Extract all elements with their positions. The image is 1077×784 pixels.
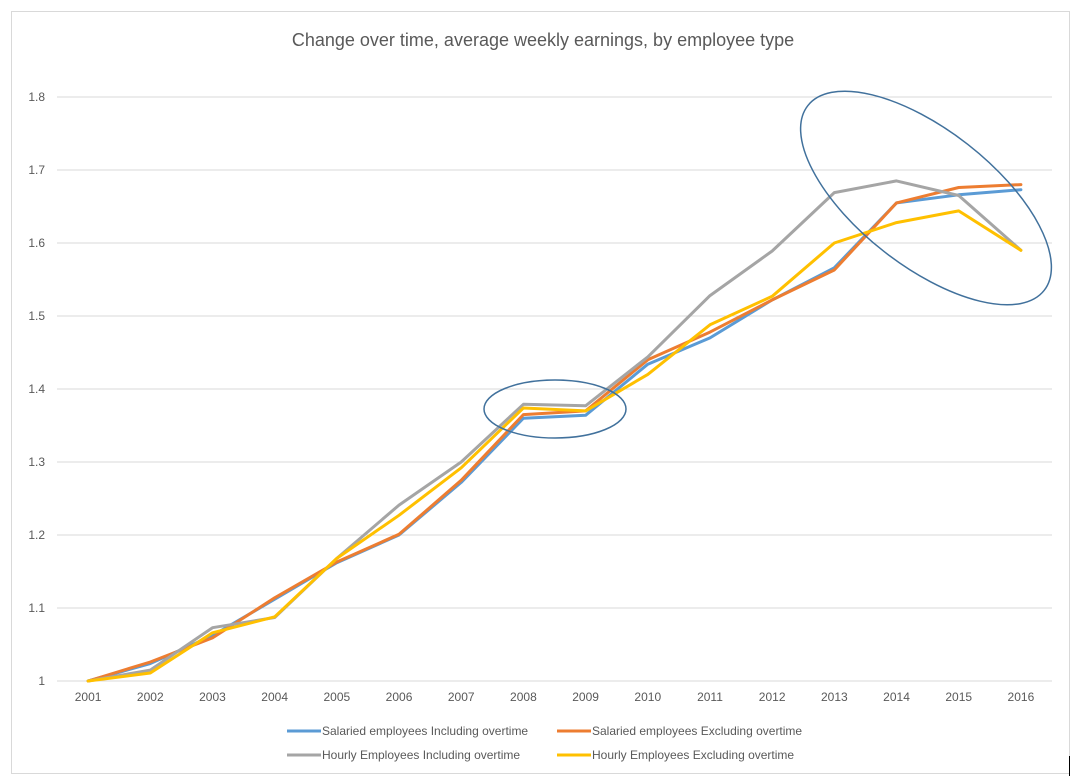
y-tick-label: 1.3 [28,455,45,469]
y-axis-ticks: 1 1.1 1.2 1.3 1.4 1.5 1.6 1.7 1.8 [28,90,45,688]
x-tick-label: 2004 [261,690,288,704]
x-tick-label: 2005 [323,690,350,704]
y-tick-label: 1.1 [28,601,45,615]
chart-area: Change over time, average weekly earning… [11,11,1070,774]
x-tick-label: 2002 [137,690,164,704]
series-line-1 [86,183,1023,683]
y-tick-label: 1.6 [28,236,45,250]
series-line-2 [86,179,1023,683]
x-tick-label: 2010 [634,690,661,704]
y-tick-label: 1.4 [28,382,45,396]
y-tick-label: 1.8 [28,90,45,104]
y-tick-label: 1 [38,674,45,688]
series-line-0 [86,188,1023,683]
x-tick-label: 2001 [75,690,102,704]
x-tick-label: 2013 [821,690,848,704]
legend-label-0: Salaried employees Including overtime [322,724,528,738]
x-tick-label: 2012 [759,690,786,704]
chart-title: Change over time, average weekly earning… [292,30,794,50]
gridlines [57,96,1052,682]
legend: Salaried employees Including overtime Sal… [287,724,802,762]
legend-label-1: Salaried employees Excluding overtime [592,724,802,738]
text-cursor [1069,756,1070,776]
x-tick-label: 2007 [448,690,475,704]
x-tick-label: 2006 [386,690,413,704]
line-chart: Change over time, average weekly earning… [28,30,1053,762]
y-tick-label: 1.2 [28,528,45,542]
y-tick-label: 1.5 [28,309,45,323]
annotation-ellipse-2013-2016 [799,90,1053,306]
x-tick-label: 2014 [883,690,910,704]
series-lines [86,179,1023,683]
x-tick-label: 2008 [510,690,537,704]
x-tick-label: 2003 [199,690,226,704]
annotation-ellipses [483,90,1053,439]
legend-label-2: Hourly Employees Including overtime [322,748,520,762]
x-tick-label: 2011 [697,690,723,704]
legend-label-3: Hourly Employees Excluding overtime [592,748,794,762]
annotation-ellipse-2008-2009 [483,379,627,439]
y-tick-label: 1.7 [28,163,45,177]
x-tick-label: 2016 [1008,690,1035,704]
x-axis-ticks: 2001 2002 2003 2004 2005 2006 2007 2008 2009 2010… [75,690,1035,704]
x-tick-label: 2009 [572,690,599,704]
x-tick-label: 2015 [945,690,972,704]
series-line-3 [86,209,1023,683]
